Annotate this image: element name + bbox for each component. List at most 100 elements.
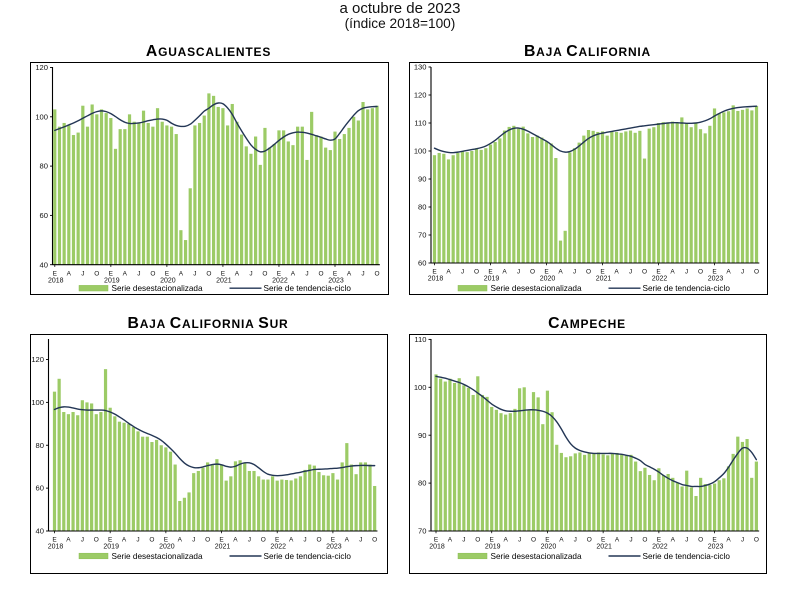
bar [540, 137, 544, 263]
y-tick-label: 110 [414, 119, 426, 128]
bar [266, 479, 270, 531]
bar [434, 374, 438, 531]
bar [308, 464, 312, 531]
bar [286, 141, 290, 265]
bar [526, 133, 530, 263]
month-label: A [67, 270, 72, 277]
bar [652, 480, 656, 531]
bar [254, 136, 258, 265]
y-tick-label: 110 [414, 335, 426, 344]
month-label: E [432, 269, 437, 276]
trend-line [53, 406, 376, 477]
y-tick-label: 100 [31, 398, 44, 407]
month-label: O [475, 537, 480, 544]
bar [275, 480, 279, 531]
month-label: A [559, 537, 564, 544]
bar [708, 125, 712, 263]
month-label: A [179, 270, 184, 277]
bar [201, 467, 205, 531]
year-label: 2020 [159, 544, 175, 551]
bar [629, 454, 633, 531]
legend-line-label: Serie de tendencia-ciclo [264, 284, 352, 293]
bar [312, 465, 316, 531]
month-label: E [331, 537, 336, 544]
month-label: A [178, 537, 183, 544]
month-label: O [642, 537, 647, 544]
bar [479, 149, 483, 263]
bar [76, 132, 80, 265]
bar [656, 123, 661, 263]
title-initial: C [169, 315, 183, 332]
bar [736, 110, 740, 264]
bar [326, 475, 330, 531]
year-label: 2022 [652, 276, 668, 283]
bar [345, 443, 349, 531]
bar [531, 392, 536, 531]
bar [527, 410, 531, 531]
y-tick-label: 60 [36, 484, 44, 493]
bar [150, 442, 154, 531]
bar [113, 148, 118, 265]
month-label: J [629, 537, 632, 544]
bar [451, 155, 455, 263]
bar [263, 127, 267, 265]
bar [624, 455, 628, 531]
year-label: 2020 [160, 277, 176, 284]
bar [193, 125, 197, 265]
bar [328, 150, 332, 265]
year-label: 2020 [541, 544, 557, 551]
y-tick-label: 120 [31, 355, 44, 364]
bar [620, 454, 624, 531]
legend-bar-swatch [78, 285, 109, 292]
bar [568, 152, 572, 263]
legend-bar-label: Serie desestacionalizada [491, 552, 582, 561]
month-label: E [600, 269, 605, 276]
bar [699, 477, 703, 531]
bar [647, 474, 652, 531]
bar [168, 451, 173, 531]
bar [628, 130, 633, 263]
bar [118, 129, 122, 265]
bar [137, 122, 141, 265]
month-label: A [347, 270, 352, 277]
bar [258, 164, 262, 265]
bar [633, 132, 637, 263]
month-label: E [221, 270, 226, 277]
bar [624, 131, 628, 263]
bar [439, 378, 443, 531]
month-label: O [262, 270, 267, 277]
y-tick-label: 80 [36, 441, 44, 450]
bar [319, 136, 323, 265]
bar [122, 422, 126, 531]
month-label: J [136, 537, 139, 544]
bar [296, 126, 300, 265]
month-label: E [165, 270, 170, 277]
bar [145, 436, 149, 531]
bar [670, 121, 675, 263]
month-label: J [137, 270, 140, 277]
bar [300, 126, 304, 265]
bar [66, 414, 71, 531]
chart-panel-campeche: 70 80 90 100 110 E 2018 A J O E 2019 A J O E 2020 A J O E 202… [409, 334, 767, 574]
trend-line [435, 375, 758, 488]
month-label: O [372, 537, 377, 544]
bar [243, 463, 247, 531]
chart-panel-baja-california-sur: 40 60 80 100 120 E 2018 A J O E 2019 A J O E 2020 A J O E 202… [30, 334, 388, 574]
month-label: E [712, 269, 717, 276]
bar [600, 131, 605, 263]
month-label: J [685, 537, 688, 544]
bar [352, 116, 356, 265]
bar [76, 415, 80, 531]
bar [516, 128, 521, 263]
bar [541, 424, 545, 531]
bar [460, 151, 465, 263]
month-label: O [205, 537, 210, 544]
bar [448, 378, 452, 531]
bar [572, 148, 577, 263]
bar [499, 413, 503, 531]
y-tick-label: 130 [414, 63, 427, 72]
bar [587, 452, 591, 531]
bar [146, 122, 150, 265]
bar [127, 114, 132, 265]
